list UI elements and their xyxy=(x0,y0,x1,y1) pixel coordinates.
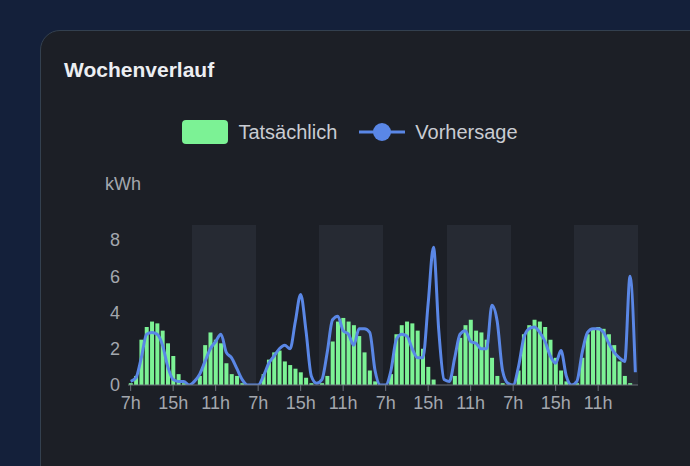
html-text:Wochenverlauf: Wochenverlauf xyxy=(64,58,215,81)
svg-text:7h: 7h xyxy=(376,393,396,413)
svg-text:7h: 7h xyxy=(503,393,523,413)
svg-text:6: 6 xyxy=(110,267,120,287)
svg-text:15h: 15h xyxy=(286,393,316,413)
svg-text:7h: 7h xyxy=(248,393,268,413)
svg-text:2: 2 xyxy=(110,339,120,359)
svg-text:15h: 15h xyxy=(413,393,443,413)
svg-text:15h: 15h xyxy=(158,393,188,413)
svg-text:8: 8 xyxy=(110,230,120,250)
svg-text:11h: 11h xyxy=(201,393,230,413)
svg-text:4: 4 xyxy=(110,303,120,323)
svg-text:0: 0 xyxy=(110,375,120,395)
html-text:Tatsächlich: Tatsächlich xyxy=(238,120,338,143)
html-text:kWh: kWh xyxy=(105,174,141,194)
svg-text:11h: 11h xyxy=(584,393,613,413)
svg-text:7h: 7h xyxy=(121,393,141,413)
html-text:Vorhersage: Vorhersage xyxy=(415,120,518,143)
svg-text:15h: 15h xyxy=(541,393,571,413)
svg-text:11h: 11h xyxy=(456,393,485,413)
svg-text:11h: 11h xyxy=(329,393,358,413)
